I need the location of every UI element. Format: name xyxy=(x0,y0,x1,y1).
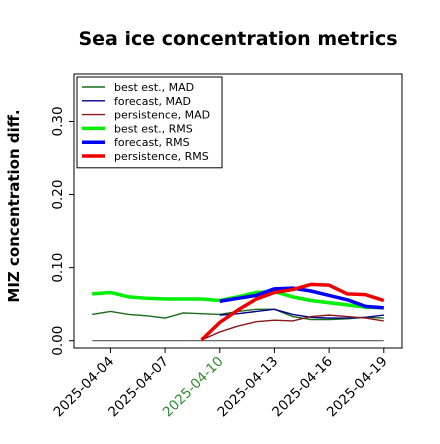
legend-label-best-est-mad: best est., MAD xyxy=(114,81,194,94)
chart-title: Sea ice concentration metrics xyxy=(78,28,397,50)
legend-label-persistence-mad: persistence, MAD xyxy=(114,109,210,122)
y-axis-label: MIZ concentration diff. xyxy=(5,109,23,302)
legend-box xyxy=(76,76,223,169)
legend-label-persistence-rms: persistence, RMS xyxy=(114,150,209,163)
legend-label-forecast-rms: forecast, RMS xyxy=(114,136,190,149)
series-line-persistence-rms xyxy=(200,282,385,342)
legend-label-best-est-rms: best est., RMS xyxy=(114,122,193,135)
y-tick-label: 0.10 xyxy=(50,253,66,283)
plot-frame xyxy=(73,73,403,349)
y-tick-label: 0.20 xyxy=(50,180,66,210)
y-tick-label: 0.30 xyxy=(50,106,66,136)
series-line-forecast-rms xyxy=(219,286,384,310)
y-tick-label: 0.00 xyxy=(50,326,66,356)
legend-label-forecast-mad: forecast, MAD xyxy=(114,95,191,108)
plot-area xyxy=(92,282,385,342)
y-axis: 0.00 0.10 0.20 0.30 xyxy=(50,106,74,356)
x-axis: 2025-04-042025-04-072025-04-102025-04-13… xyxy=(50,348,391,420)
series-line-persistence-mad xyxy=(201,314,384,341)
